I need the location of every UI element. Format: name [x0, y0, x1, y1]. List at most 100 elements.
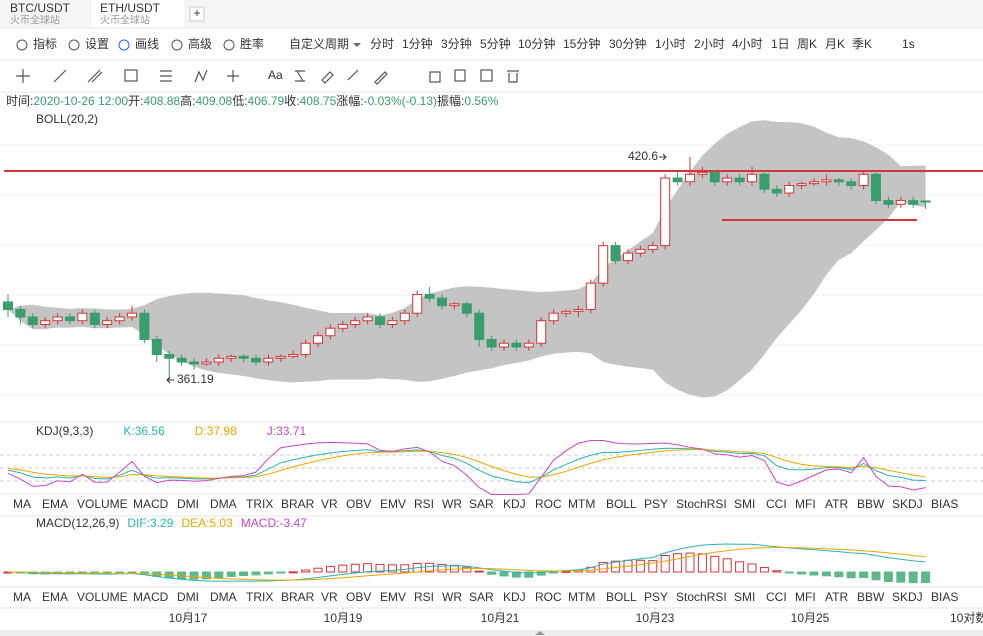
indicator-tab[interactable]: KDJ [503, 497, 526, 511]
period-button[interactable]: 4小时 [732, 37, 763, 51]
indicator-tab[interactable]: EMA [42, 590, 68, 604]
indicator-tab[interactable]: SKDJ [892, 590, 923, 604]
period-button[interactable]: 分时 [370, 37, 394, 51]
period-button[interactable]: 15分钟 [563, 36, 600, 51]
macd-bar [499, 571, 509, 577]
indicator-tab[interactable]: BOLL [606, 497, 637, 511]
indicator-tab[interactable]: BBW [857, 497, 885, 511]
period-button[interactable]: 30分钟 [609, 36, 646, 51]
candle-body [325, 327, 336, 337]
period-button[interactable]: 1日 [771, 37, 790, 51]
speed[interactable]: 1s [902, 37, 915, 51]
period-button[interactable]: 1分钟 [402, 36, 433, 51]
tool-icon [16, 39, 28, 51]
period-button[interactable]: 10分钟 [518, 36, 555, 51]
indicator-tab[interactable]: MA [13, 590, 31, 604]
indicator-tab[interactable]: VR [321, 590, 338, 604]
indicator-tab[interactable]: BBW [857, 590, 885, 604]
indicator-tab[interactable]: RSI [414, 497, 434, 511]
indicator-tab[interactable]: MFI [795, 497, 816, 511]
period-button[interactable]: 月K [825, 37, 845, 51]
indicator-tab[interactable]: BIAS [931, 497, 958, 511]
indicator-tab[interactable]: EMV [380, 497, 406, 511]
tab-exchange: 火币全球站 [100, 14, 150, 27]
tab-symbol[interactable]: BTC/USDT [10, 1, 71, 15]
indicator-tab[interactable]: MA [13, 497, 31, 511]
indicator-tab[interactable]: OBV [346, 497, 371, 511]
active-tab[interactable] [92, 0, 184, 28]
indicator-tab[interactable]: RSI [414, 590, 434, 604]
indicator-tab[interactable]: PSY [644, 497, 668, 511]
indicator-tab[interactable]: BRAR [281, 497, 315, 511]
scroll-bar[interactable] [0, 630, 983, 636]
indicator-tab[interactable]: VOLUME [77, 590, 128, 604]
period-button[interactable]: 周K [797, 37, 817, 51]
indicator-tab[interactable]: ROC [535, 590, 562, 604]
tool-button[interactable]: 画线 [135, 37, 159, 51]
indicator-tab[interactable]: TRIX [246, 497, 273, 511]
indicator-tab[interactable]: BIAS [931, 590, 958, 604]
indicator-tab[interactable]: EMV [380, 590, 406, 604]
indicator-tab[interactable]: SAR [469, 590, 494, 604]
indicator-tab[interactable]: DMI [177, 497, 199, 511]
boll-band [8, 120, 926, 398]
tool-button[interactable]: 胜率 [240, 36, 264, 51]
indicator-tab[interactable]: MFI [795, 590, 816, 604]
period-button[interactable]: 季K [852, 37, 872, 51]
indicator-tab[interactable]: VR [321, 497, 338, 511]
info-low-label: 低: [232, 94, 247, 108]
custom-period[interactable]: 自定义周期 [289, 36, 349, 51]
indicator-tab[interactable]: SMI [734, 497, 755, 511]
indicator-tab[interactable]: DMA [210, 497, 237, 511]
period-button[interactable]: 3分钟 [441, 36, 472, 51]
indicator-tab[interactable]: OBV [346, 590, 371, 604]
candle-body [685, 173, 695, 183]
indicator-tab[interactable]: WR [442, 497, 462, 511]
scroll-handle[interactable] [535, 631, 545, 635]
tool-button[interactable]: 高级 [188, 36, 212, 51]
indicator-tab[interactable]: PSY [644, 590, 668, 604]
indicator-tab[interactable]: VOLUME [77, 497, 128, 511]
indicator-tab[interactable]: MACD [133, 590, 169, 604]
indicator-tab[interactable]: ATR [825, 497, 848, 511]
candle-body [164, 354, 175, 359]
indicator-tab[interactable]: SMI [734, 590, 755, 604]
candle-body [573, 308, 584, 312]
period-button[interactable]: 5分钟 [480, 36, 511, 51]
indicator-tab[interactable]: BOLL [606, 590, 637, 604]
period-button[interactable]: 1小时 [655, 37, 686, 51]
indicator-tab[interactable]: CCI [766, 590, 787, 604]
indicator-tab[interactable]: ROC [535, 497, 562, 511]
macd-bar [735, 561, 745, 573]
indicator-tab[interactable]: BRAR [281, 590, 315, 604]
indicator-tab[interactable]: EMA [42, 497, 68, 511]
kdj-line [7, 440, 926, 495]
macd-bar [115, 571, 125, 574]
scale-mode[interactable]: 10对数 [950, 610, 983, 625]
indicator-tab[interactable]: SAR [469, 497, 494, 511]
boll-band-layer [8, 120, 926, 398]
kdj-name: KDJ(9,3,3) [36, 424, 93, 438]
indicator-tab[interactable]: ATR [825, 590, 848, 604]
indicator-tab[interactable]: StochRSI [676, 497, 727, 511]
indicator-tab[interactable]: MACD [133, 497, 169, 511]
indicator-tab[interactable]: SKDJ [892, 497, 923, 511]
candle-body [920, 200, 931, 203]
indicator-tab[interactable]: MTM [568, 497, 595, 511]
indicator-tab[interactable]: StochRSI [676, 590, 727, 604]
indicator-tab[interactable]: MTM [568, 590, 595, 604]
indicator-tab[interactable]: KDJ [503, 590, 526, 604]
font-tool[interactable]: Aa [268, 68, 283, 82]
tool-button[interactable]: 指标 [33, 36, 57, 51]
period-button[interactable]: 2小时 [694, 37, 725, 51]
add-tab[interactable] [189, 6, 205, 22]
tab-symbol[interactable]: ETH/USDT [100, 1, 161, 15]
indicator-tab[interactable]: CCI [766, 497, 787, 511]
candle-body [623, 252, 633, 262]
indicator-tab[interactable]: DMI [177, 590, 199, 604]
indicator-tab[interactable]: WR [442, 590, 462, 604]
indicator-tab[interactable]: TRIX [246, 590, 273, 604]
indicator-tab[interactable]: DMA [210, 590, 237, 604]
tool-button[interactable]: 设置 [85, 37, 109, 51]
candle-body [375, 316, 385, 325]
